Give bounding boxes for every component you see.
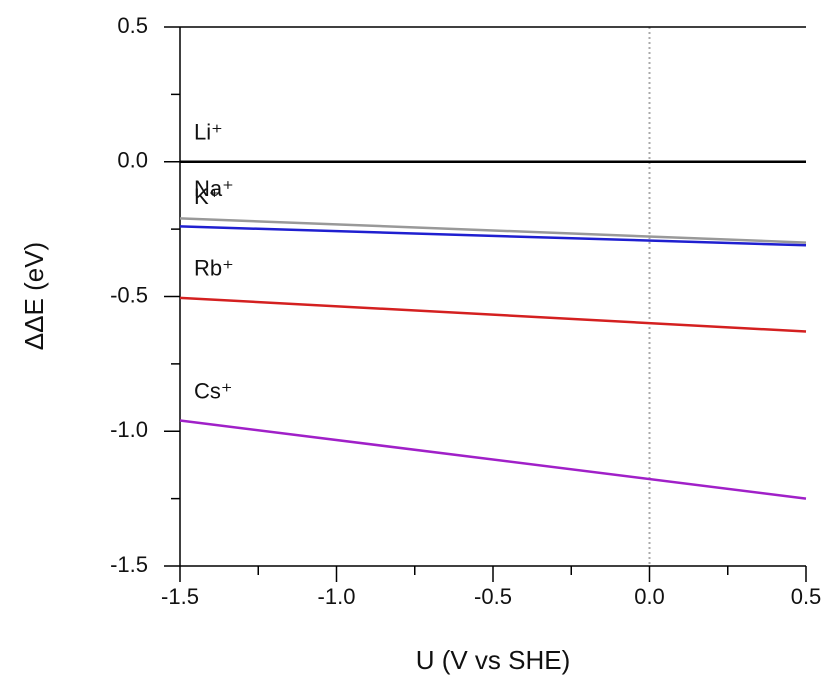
- series-label: Na⁺: [194, 176, 234, 201]
- series-label: Li⁺: [194, 120, 223, 145]
- series-label: K⁺: [194, 184, 220, 209]
- series-line: [179, 217, 807, 244]
- series-line: [179, 296, 807, 333]
- x-tick-label: 0.0: [634, 584, 665, 609]
- y-tick-label: -1.0: [110, 417, 148, 442]
- series-label: Rb⁺: [194, 256, 234, 281]
- y-tick-label: 0.5: [117, 13, 148, 38]
- y-tick-label: -1.5: [110, 552, 148, 577]
- x-tick-label: -0.5: [474, 584, 512, 609]
- series-line: [179, 419, 807, 500]
- x-tick-label: -1.5: [161, 584, 199, 609]
- x-tick-label: -1.0: [318, 584, 356, 609]
- x-axis-title: U (V vs SHE): [416, 645, 571, 675]
- y-tick-label: -0.5: [110, 282, 148, 307]
- x-tick-label: 0.5: [791, 584, 822, 609]
- y-tick-label: 0.0: [117, 148, 148, 173]
- series-line: [179, 225, 807, 247]
- series-label: Cs⁺: [194, 378, 233, 403]
- y-axis-title: ΔΔE (eV): [19, 242, 49, 350]
